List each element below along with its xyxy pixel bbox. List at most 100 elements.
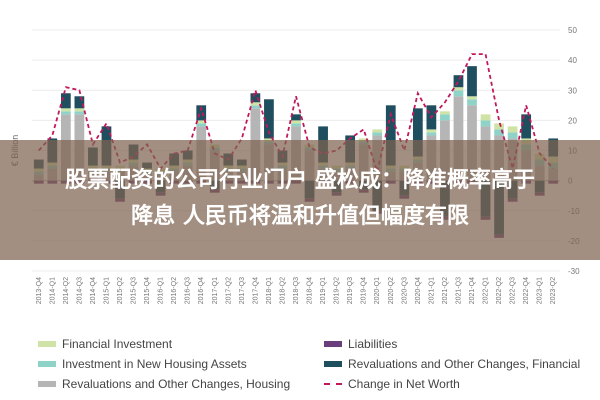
x-tick-label: 2014-Q2: [63, 277, 70, 304]
legend-item-revaluations-housing: Revaluations and Other Changes, Housing: [38, 374, 290, 394]
bar-segment: [507, 132, 518, 139]
bar-segment: [250, 105, 261, 109]
x-tick-label: 2018-Q4: [307, 277, 314, 304]
bar-segment: [74, 111, 85, 115]
x-tick-label: 2016-Q1: [158, 277, 165, 304]
bar-segment: [196, 120, 207, 124]
x-tick-label: 2013-Q4: [36, 277, 43, 304]
x-tick-label: 2015-Q4: [144, 277, 151, 304]
bar-segment: [60, 108, 71, 112]
x-tick-label: 2023-Q1: [537, 277, 544, 304]
x-tick-label: 2014-Q4: [90, 277, 97, 304]
bar-segment: [453, 75, 464, 88]
bar-segment: [494, 129, 504, 136]
bar-segment: [467, 66, 477, 97]
bar-segment: [264, 99, 274, 139]
bar-segment: [467, 99, 477, 106]
x-tick-label: 2022-Q4: [523, 277, 530, 304]
bar-segment: [74, 108, 85, 112]
legend-swatch: [38, 381, 56, 387]
legend-item-liabilities: Liabilities: [324, 334, 397, 354]
legend-item-financial-investment: Financial Investment: [38, 334, 172, 354]
bar-segment: [250, 102, 261, 106]
legend-swatch: [324, 341, 342, 347]
legend-label: Liabilities: [348, 337, 398, 351]
bar-segment: [264, 138, 274, 142]
legend-swatch: [38, 361, 56, 367]
x-tick-label: 2021-Q1: [428, 277, 435, 304]
x-tick-label: 2017-Q4: [252, 277, 259, 304]
bar-segment: [467, 96, 477, 100]
bar-segment: [372, 129, 383, 133]
x-tick-label: 2023-Q2: [550, 277, 557, 304]
bar-segment: [440, 111, 450, 115]
headline: 股票配资的公司行业门户 盛松成：降准概率高于 降息 人民币将温和升值但幅度有限: [0, 163, 600, 235]
y-tick-label: 50: [568, 26, 577, 35]
x-tick-label: 2021-Q2: [442, 277, 449, 304]
bar-segment: [60, 111, 71, 115]
x-tick-label: 2018-Q2: [279, 277, 286, 304]
legend-item-investment-new-housing: Investment in New Housing Assets: [38, 354, 247, 374]
x-tick-label: 2016-Q2: [171, 277, 178, 304]
headline-banner: [0, 140, 600, 260]
x-tick-label: 2020-Q3: [401, 277, 408, 304]
x-tick-label: 2020-Q4: [415, 277, 422, 304]
legend-swatch: [324, 361, 342, 367]
bar-segment: [250, 93, 261, 103]
x-tick-label: 2016-Q3: [185, 277, 192, 304]
legend-dashed-line: [324, 383, 342, 385]
legend-label: Change in Net Worth: [348, 377, 460, 391]
legend-item-change-net-worth: Change in Net Worth: [324, 374, 460, 394]
x-tick-label: 2019-Q1: [320, 277, 327, 304]
bar-segment: [426, 132, 437, 136]
bar-segment: [426, 129, 437, 133]
x-tick-label: 2017-Q2: [225, 277, 232, 304]
x-tick-label: 2014-Q3: [76, 277, 83, 304]
x-tick-label: 2020-Q1: [374, 277, 381, 304]
x-tick-label: 2022-Q1: [483, 277, 490, 304]
legend-label: Financial Investment: [62, 337, 173, 351]
y-tick-label: 20: [568, 116, 577, 125]
x-tick-label: 2019-Q3: [347, 277, 354, 304]
x-tick-label: 2019-Q2: [334, 277, 341, 304]
legend-label: Investment in New Housing Assets: [62, 357, 247, 371]
bar-segment: [453, 87, 464, 91]
headline-line-2: 降息 人民币将温和升值但幅度有限: [131, 204, 469, 229]
bar-segment: [291, 120, 301, 124]
bar-segment: [521, 114, 532, 139]
x-tick-label: 2021-Q3: [455, 277, 462, 304]
x-tick-label: 2018-Q1: [266, 277, 273, 304]
x-tick-label: 2015-Q2: [117, 277, 124, 304]
x-tick-label: 2015-Q3: [131, 277, 138, 304]
x-tick-label: 2019-Q4: [361, 277, 368, 304]
bar-segment: [453, 90, 464, 97]
x-tick-label: 2022-Q2: [496, 277, 503, 304]
bar-segment: [291, 114, 301, 121]
bar-segment: [453, 96, 464, 181]
x-tick-label: 2017-Q1: [212, 277, 219, 304]
bar-segment: [372, 132, 383, 136]
y-tick-label: 30: [568, 86, 577, 95]
x-tick-label: 2015-Q1: [103, 277, 110, 304]
bar-segment: [480, 120, 491, 127]
x-tick-label: 2018-Q3: [293, 277, 300, 304]
x-tick-label: 2022-Q3: [510, 277, 517, 304]
bar-segment: [358, 138, 369, 142]
bar-segment: [74, 96, 85, 109]
y-tick-label: 40: [568, 56, 577, 65]
legend-item-revaluations-financial: Revaluations and Other Changes, Financia…: [324, 354, 580, 374]
chart-legend: Financial Investment Liabilities Investm…: [38, 334, 598, 394]
headline-line-1: 股票配资的公司行业门户 盛松成：降准概率高于: [65, 168, 535, 193]
x-tick-label: 2016-Q4: [198, 277, 205, 304]
bar-segment: [507, 126, 518, 133]
x-tick-label: 2020-Q2: [388, 277, 395, 304]
y-tick-label: -30: [568, 267, 580, 276]
x-tick-label: 2014-Q1: [49, 277, 56, 304]
x-tick-label: 2021-Q4: [469, 277, 476, 304]
bar-segment: [412, 108, 423, 157]
legend-label: Revaluations and Other Changes, Housing: [62, 377, 291, 391]
legend-swatch: [38, 341, 56, 347]
legend-label: Revaluations and Other Changes, Financia…: [348, 357, 581, 371]
bar-segment: [60, 93, 71, 109]
bar-segment: [440, 114, 450, 121]
